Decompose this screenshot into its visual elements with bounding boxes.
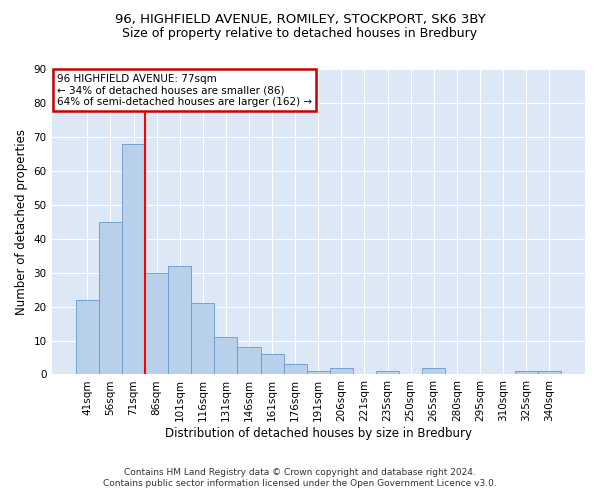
X-axis label: Distribution of detached houses by size in Bredbury: Distribution of detached houses by size … [165,427,472,440]
Bar [214,337,238,374]
Bar [422,368,445,374]
Text: 96, HIGHFIELD AVENUE, ROMILEY, STOCKPORT, SK6 3BY: 96, HIGHFIELD AVENUE, ROMILEY, STOCKPORT… [115,12,485,26]
Bar [376,371,399,374]
Text: Size of property relative to detached houses in Bredbury: Size of property relative to detached ho… [122,28,478,40]
Bar [330,368,353,374]
Bar [238,348,260,374]
Text: Contains HM Land Registry data © Crown copyright and database right 2024.
Contai: Contains HM Land Registry data © Crown c… [103,468,497,487]
Bar [76,300,99,374]
Bar [284,364,307,374]
Bar [515,371,538,374]
Bar [260,354,284,374]
Bar [307,371,330,374]
Bar [122,144,145,374]
Y-axis label: Number of detached properties: Number of detached properties [15,128,28,314]
Bar [191,303,214,374]
Bar [538,371,561,374]
Bar [99,222,122,374]
Bar [168,266,191,374]
Text: 96 HIGHFIELD AVENUE: 77sqm
← 34% of detached houses are smaller (86)
64% of semi: 96 HIGHFIELD AVENUE: 77sqm ← 34% of deta… [57,74,312,107]
Bar [145,272,168,374]
